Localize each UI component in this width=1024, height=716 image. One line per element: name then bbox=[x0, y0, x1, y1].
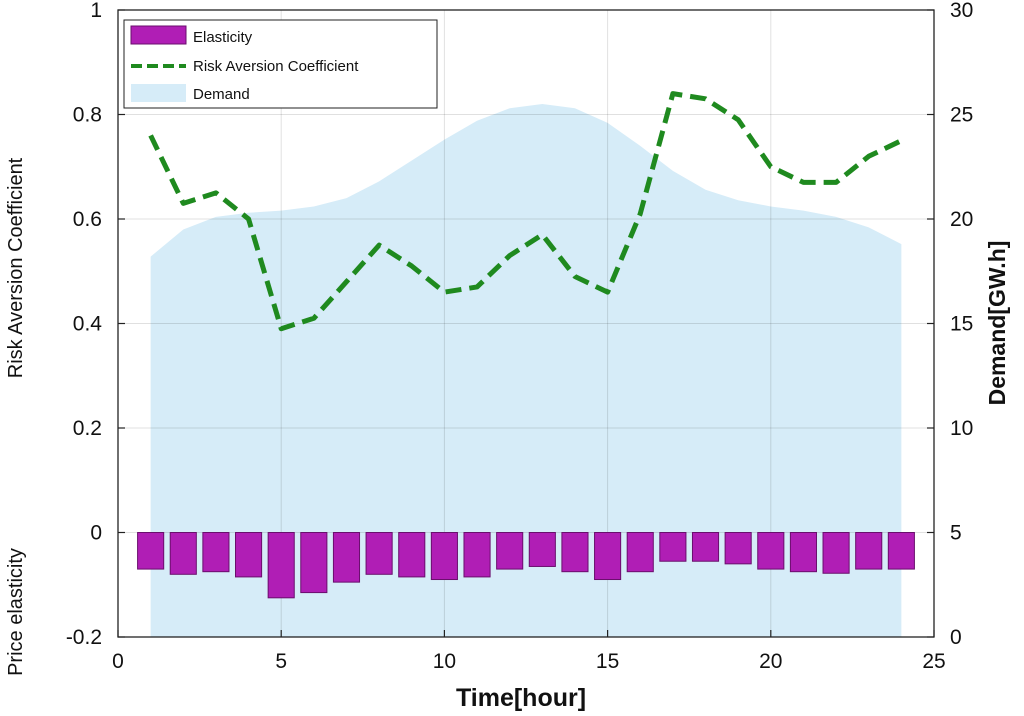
elasticity-bar bbox=[137, 532, 165, 570]
elasticity-bar bbox=[267, 532, 295, 599]
y-right-tick-label: 20 bbox=[950, 208, 973, 231]
x-tick-label: 15 bbox=[596, 650, 619, 673]
y-right-tick-label: 10 bbox=[950, 417, 973, 440]
y-left-tick-label: 0.8 bbox=[73, 104, 102, 127]
y-right-tick-label: 25 bbox=[950, 104, 973, 127]
elasticity-bar bbox=[659, 532, 687, 562]
elasticity-bar bbox=[855, 532, 883, 570]
y-right-tick-label: 30 bbox=[950, 0, 973, 22]
legend-label-demand: Demand bbox=[193, 86, 250, 103]
y-left-lower-label: Price elasticity bbox=[5, 548, 27, 676]
x-tick-label: 10 bbox=[433, 650, 456, 673]
x-tick-label: 5 bbox=[275, 650, 287, 673]
y-left-tick-label: 1 bbox=[90, 0, 102, 22]
x-tick-label: 25 bbox=[922, 650, 945, 673]
legend-label-elasticity: Elasticity bbox=[193, 29, 253, 46]
legend: Elasticity Risk Aversion Coefficient Dem… bbox=[123, 19, 438, 109]
elasticity-bar bbox=[235, 532, 263, 578]
elasticity-bar bbox=[887, 532, 915, 570]
elasticity-bars bbox=[137, 532, 915, 599]
y-left-tick-label: 0.2 bbox=[73, 417, 102, 440]
elasticity-bar bbox=[691, 532, 720, 562]
y-left-upper-label: Risk Aversion Coefficient bbox=[5, 157, 27, 378]
demand-area bbox=[150, 104, 902, 638]
elasticity-bar bbox=[398, 532, 426, 578]
y-left-tick-label: 0 bbox=[90, 522, 102, 545]
legend-swatch-elasticity bbox=[130, 25, 187, 45]
legend-label-risk-aversion: Risk Aversion Coefficient bbox=[193, 58, 359, 75]
elasticity-bar bbox=[496, 532, 524, 570]
elasticity-bar bbox=[300, 532, 328, 594]
elasticity-bar bbox=[789, 532, 817, 573]
elasticity-bar bbox=[724, 532, 752, 565]
x-tick-label: 20 bbox=[759, 650, 782, 673]
elasticity-bar bbox=[528, 532, 556, 567]
elasticity-bar bbox=[430, 532, 458, 581]
elasticity-bar bbox=[626, 532, 654, 573]
y-left-tick-label: 0.4 bbox=[73, 313, 103, 336]
elasticity-bar bbox=[169, 532, 197, 575]
legend-swatch-demand bbox=[131, 84, 186, 102]
y-left-tick-label: 0.6 bbox=[73, 208, 102, 231]
y-right-tick-label: 15 bbox=[950, 313, 973, 336]
elasticity-bar bbox=[332, 532, 361, 583]
elasticity-bar bbox=[463, 532, 491, 578]
y-left-tick-label: -0.2 bbox=[66, 626, 102, 649]
risk-aversion-line-layer bbox=[148, 91, 903, 332]
y-right-tick-label: 5 bbox=[950, 522, 962, 545]
elasticity-bar bbox=[822, 532, 850, 574]
elasticity-bar bbox=[202, 532, 230, 573]
y-right-tick-label: 0 bbox=[950, 626, 962, 649]
elasticity-bar bbox=[594, 532, 622, 581]
elasticity-bar bbox=[757, 532, 785, 570]
x-axis-label: Time[hour] bbox=[456, 684, 586, 712]
y-right-label: Demand[GW.h] bbox=[984, 241, 1010, 406]
elasticity-bar bbox=[561, 532, 589, 573]
demand-area-layer bbox=[150, 104, 902, 638]
elasticity-bar bbox=[365, 532, 393, 575]
risk-aversion-line bbox=[148, 91, 903, 332]
x-tick-label: 0 bbox=[112, 650, 124, 673]
